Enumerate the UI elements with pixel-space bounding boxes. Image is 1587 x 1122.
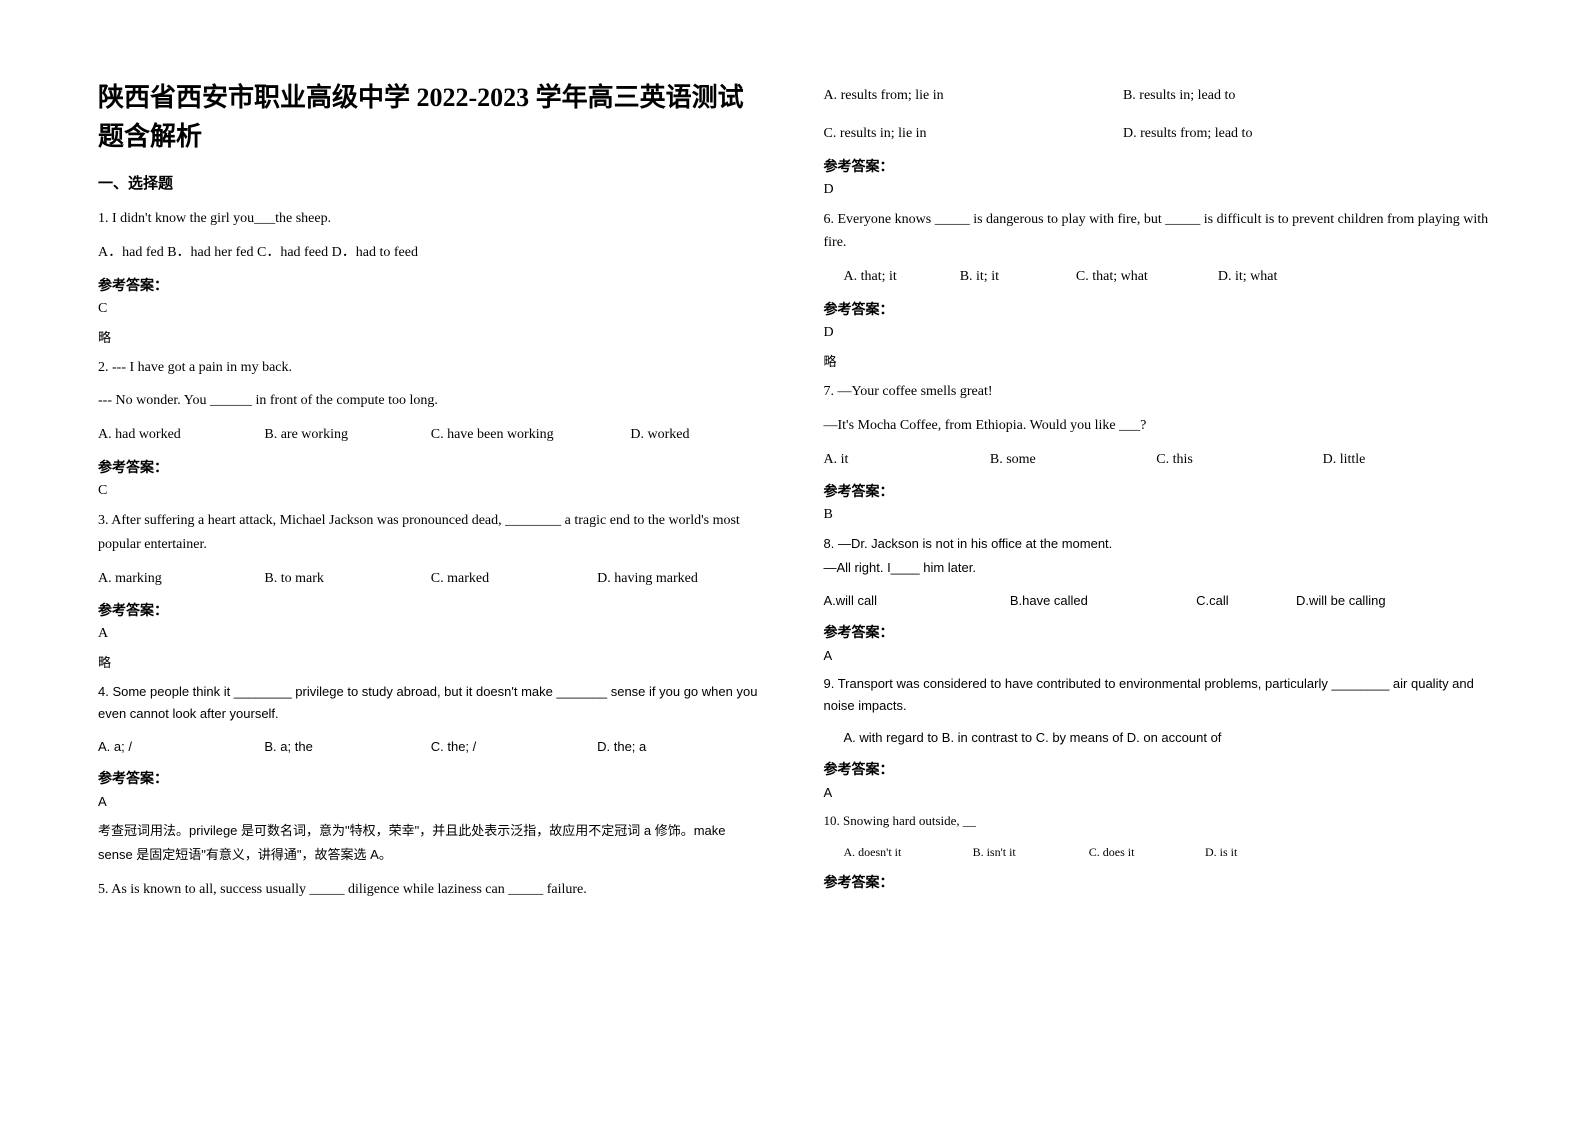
q4-opt-b: B. a; the xyxy=(264,736,430,758)
document-page: 陕西省西安市职业高级中学 2022-2023 学年高三英语测试题含解析 一、选择… xyxy=(0,0,1587,1122)
q6-opt-c: C. that; what xyxy=(1076,265,1218,289)
q8-stem-2: —All right. I____ him later. xyxy=(824,557,1490,579)
q8-answer: A xyxy=(824,648,1490,663)
answer-label: 参考答案： xyxy=(824,759,1490,779)
q7-opt-a: A. it xyxy=(824,448,990,472)
q5-opt-d: D. results from; lead to xyxy=(1123,122,1252,146)
q5-options-row1: A. results from; lie in B. results in; l… xyxy=(824,84,1490,108)
q10-opt-c: C. does it xyxy=(1089,842,1205,862)
right-column: A. results from; lie in B. results in; l… xyxy=(794,78,1490,1082)
answer-label: 参考答案： xyxy=(98,600,764,620)
q10-opt-b: B. isn't it xyxy=(973,842,1089,862)
q8-opt-a: A.will call xyxy=(824,590,1010,612)
q3-answer: A xyxy=(98,626,764,642)
q6-options: A. that; it B. it; it C. that; what D. i… xyxy=(824,265,1490,289)
q6-opt-b: B. it; it xyxy=(960,265,1076,289)
q3-options: A. marking B. to mark C. marked D. havin… xyxy=(98,567,764,591)
q1-stem: 1. I didn't know the girl you___the shee… xyxy=(98,207,764,231)
q8-stem-1: 8. —Dr. Jackson is not in his office at … xyxy=(824,533,1490,555)
q3-stem: 3. After suffering a heart attack, Micha… xyxy=(98,509,764,557)
q6-note: 略 xyxy=(824,351,1490,370)
q3-note: 略 xyxy=(98,652,764,671)
answer-label: 参考答案： xyxy=(98,768,764,788)
q7-opt-d: D. little xyxy=(1323,448,1489,472)
q8-opt-d: D.will be calling xyxy=(1296,590,1386,612)
q6-opt-d: D. it; what xyxy=(1218,265,1278,289)
answer-label: 参考答案： xyxy=(98,275,764,295)
q7-answer: B xyxy=(824,507,1490,523)
doc-title: 陕西省西安市职业高级中学 2022-2023 学年高三英语测试题含解析 xyxy=(98,78,764,156)
q10-options: A. doesn't it B. isn't it C. does it D. … xyxy=(824,842,1490,862)
answer-label: 参考答案： xyxy=(98,457,764,477)
answer-label: 参考答案： xyxy=(824,622,1490,642)
q10-opt-a: A. doesn't it xyxy=(844,842,973,862)
q1-answer: C xyxy=(98,301,764,317)
q2-opt-c: C. have been working xyxy=(431,423,631,447)
answer-label: 参考答案： xyxy=(824,872,1490,892)
q3-opt-b: B. to mark xyxy=(264,567,430,591)
q2-answer: C xyxy=(98,483,764,499)
q6-answer: D xyxy=(824,325,1490,341)
q5-opt-b: B. results in; lead to xyxy=(1123,84,1235,108)
q4-stem: 4. Some people think it ________ privile… xyxy=(98,681,764,725)
q4-options: A. a; / B. a; the C. the; / D. the; a xyxy=(98,736,764,758)
q9-answer: A xyxy=(824,785,1490,800)
q4-opt-d: D. the; a xyxy=(597,736,763,758)
q10-opt-d: D. is it xyxy=(1205,842,1237,862)
q4-opt-c: C. the; / xyxy=(431,736,597,758)
q9-stem: 9. Transport was considered to have cont… xyxy=(824,673,1490,717)
q6-opt-a: A. that; it xyxy=(844,265,960,289)
q2-opt-a: A. had worked xyxy=(98,423,264,447)
q4-explain: 考查冠词用法。privilege 是可数名词，意为"特权，荣幸"，并且此处表示泛… xyxy=(98,819,764,868)
q8-opt-b: B.have called xyxy=(1010,590,1196,612)
q4-answer: A xyxy=(98,794,764,809)
q5-answer: D xyxy=(824,182,1490,198)
q2-stem-2: --- No wonder. You ______ in front of th… xyxy=(98,389,764,413)
q1-note: 略 xyxy=(98,327,764,346)
q2-options: A. had worked B. are working C. have bee… xyxy=(98,423,764,447)
q6-stem: 6. Everyone knows _____ is dangerous to … xyxy=(824,208,1490,256)
answer-label: 参考答案： xyxy=(824,299,1490,319)
q5-stem: 5. As is known to all, success usually _… xyxy=(98,878,764,902)
q3-opt-d: D. having marked xyxy=(597,567,763,591)
left-column: 陕西省西安市职业高级中学 2022-2023 学年高三英语测试题含解析 一、选择… xyxy=(98,78,794,1082)
section-heading: 一、选择题 xyxy=(98,172,764,193)
q7-options: A. it B. some C. this D. little xyxy=(824,448,1490,472)
q1-options: A．had fed B．had her fed C．had feed D．had… xyxy=(98,241,764,265)
q8-opt-c: C.call xyxy=(1196,590,1296,612)
answer-label: 参考答案： xyxy=(824,156,1490,176)
q3-opt-a: A. marking xyxy=(98,567,264,591)
q5-opt-a: A. results from; lie in xyxy=(824,84,1123,108)
q7-opt-b: B. some xyxy=(990,448,1156,472)
q2-stem-1: 2. --- I have got a pain in my back. xyxy=(98,356,764,380)
q7-stem-1: 7. —Your coffee smells great! xyxy=(824,380,1490,404)
q2-opt-d: D. worked xyxy=(630,423,763,447)
q7-stem-2: —It's Mocha Coffee, from Ethiopia. Would… xyxy=(824,414,1490,438)
q3-opt-c: C. marked xyxy=(431,567,597,591)
q7-opt-c: C. this xyxy=(1156,448,1322,472)
q4-opt-a: A. a; / xyxy=(98,736,264,758)
q9-options: A. with regard to B. in contrast to C. b… xyxy=(824,727,1490,749)
q2-opt-b: B. are working xyxy=(264,423,430,447)
q8-options: A.will call B.have called C.call D.will … xyxy=(824,590,1490,612)
answer-label: 参考答案： xyxy=(824,481,1490,501)
q5-options-row2: C. results in; lie in D. results from; l… xyxy=(824,122,1490,146)
q5-opt-c: C. results in; lie in xyxy=(824,122,1123,146)
q10-stem: 10. Snowing hard outside, __ xyxy=(824,810,1490,832)
